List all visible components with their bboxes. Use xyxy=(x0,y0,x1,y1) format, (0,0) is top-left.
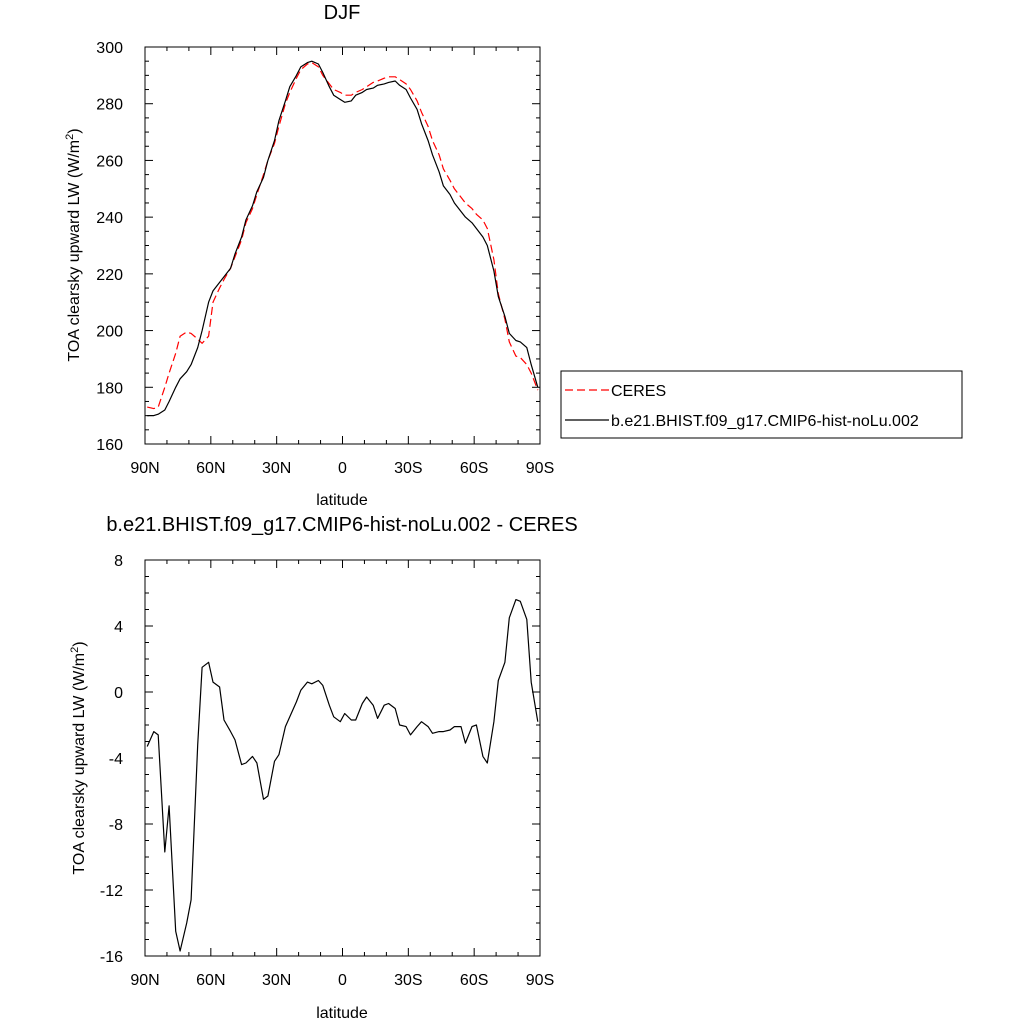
bottom-x-tick-label: 60S xyxy=(460,972,488,989)
bottom-series-line-0 xyxy=(146,598,539,952)
bottom-y-tick-label: 4 xyxy=(114,619,123,636)
top-x-tick-label: 30N xyxy=(262,460,291,477)
legend: CERES b.e21.BHIST.f09_g17.CMIP6-hist-noL… xyxy=(560,370,963,439)
bottom-x-tick-label: 30S xyxy=(394,972,422,989)
top-y-tick-label: 280 xyxy=(96,97,123,114)
legend-label-model: b.e21.BHIST.f09_g17.CMIP6-hist-noLu.002 xyxy=(611,413,919,430)
top-series-b-e21-bhist-f09-g17-cmip6-hist-nolu-002 xyxy=(147,60,539,417)
top-y-tick-label: 220 xyxy=(96,267,123,284)
bottom-x-tick-label: 90N xyxy=(130,972,159,989)
bottom-y-tick-label: -4 xyxy=(109,751,123,768)
top-tick-marks xyxy=(144,46,541,445)
bottom-x-tick-label: 60N xyxy=(196,972,225,989)
bottom-y-label-suffix: ) xyxy=(71,641,88,646)
bottom-x-tick-label: 0 xyxy=(338,972,347,989)
top-y-tick-label: 160 xyxy=(96,437,123,454)
bottom-x-tick-label: 90S xyxy=(526,972,554,989)
top-y-tick-label: 300 xyxy=(96,40,123,57)
top-y-tick-label: 200 xyxy=(96,324,123,341)
top-panel: DJF 90N 60N 30N 0 30S 60S 90S 160 180 200 220 240 26… xyxy=(64,2,963,509)
bottom-y-label-sup: 2 xyxy=(69,647,81,653)
top-x-axis-label: latitude xyxy=(316,492,368,509)
top-series-lines xyxy=(147,60,539,417)
top-plot-frame xyxy=(144,46,541,445)
bottom-y-tick-label: -8 xyxy=(109,817,123,834)
top-series-ceres xyxy=(147,61,539,410)
top-y-tick-label: 180 xyxy=(96,380,123,397)
top-x-tick-label: 90N xyxy=(130,460,159,477)
legend-box xyxy=(560,370,963,439)
bottom-x-axis-label: latitude xyxy=(316,1005,368,1022)
chart-title: DJF xyxy=(324,2,361,24)
top-y-tick-label: 260 xyxy=(96,153,123,170)
bottom-y-tick-label: 8 xyxy=(114,553,123,570)
bottom-tick-marks xyxy=(144,559,541,957)
bottom-series-lines xyxy=(146,598,539,952)
difference-chart-title: b.e21.BHIST.f09_g17.CMIP6-hist-noLu.002 … xyxy=(106,514,577,536)
top-y-label-sup: 2 xyxy=(64,134,76,140)
bottom-x-tick-label: 30N xyxy=(262,972,291,989)
top-x-tick-label: 30S xyxy=(394,460,422,477)
top-y-axis-label: TOA clearsky upward LW (W/m2) xyxy=(64,128,83,361)
bottom-tick-labels: 90N 60N 30N 0 30S 60S 90S -16 -12 -8 -4 0 4 8 xyxy=(100,553,554,989)
legend-label-ceres: CERES xyxy=(611,383,666,400)
bottom-y-axis-label: TOA clearsky upward LW (W/m2) xyxy=(69,641,88,874)
top-y-label-prefix: TOA clearsky upward LW (W/m xyxy=(66,140,83,362)
top-x-tick-label: 60S xyxy=(460,460,488,477)
bottom-plot-frame xyxy=(144,559,541,957)
top-x-tick-label: 90S xyxy=(526,460,554,477)
bottom-y-tick-label: 0 xyxy=(114,685,123,702)
bottom-panel: b.e21.BHIST.f09_g17.CMIP6-hist-noLu.002 … xyxy=(69,514,578,1022)
top-tick-labels: 90N 60N 30N 0 30S 60S 90S 160 180 200 220 240 260 280… xyxy=(96,40,554,477)
bottom-y-label-prefix: TOA clearsky upward LW (W/m xyxy=(71,653,88,875)
top-y-label-suffix: ) xyxy=(66,128,83,133)
top-x-tick-label: 0 xyxy=(338,460,347,477)
top-x-tick-label: 60N xyxy=(196,460,225,477)
top-y-tick-label: 240 xyxy=(96,210,123,227)
bottom-y-tick-label: -16 xyxy=(100,949,123,966)
bottom-y-tick-label: -12 xyxy=(100,883,123,900)
